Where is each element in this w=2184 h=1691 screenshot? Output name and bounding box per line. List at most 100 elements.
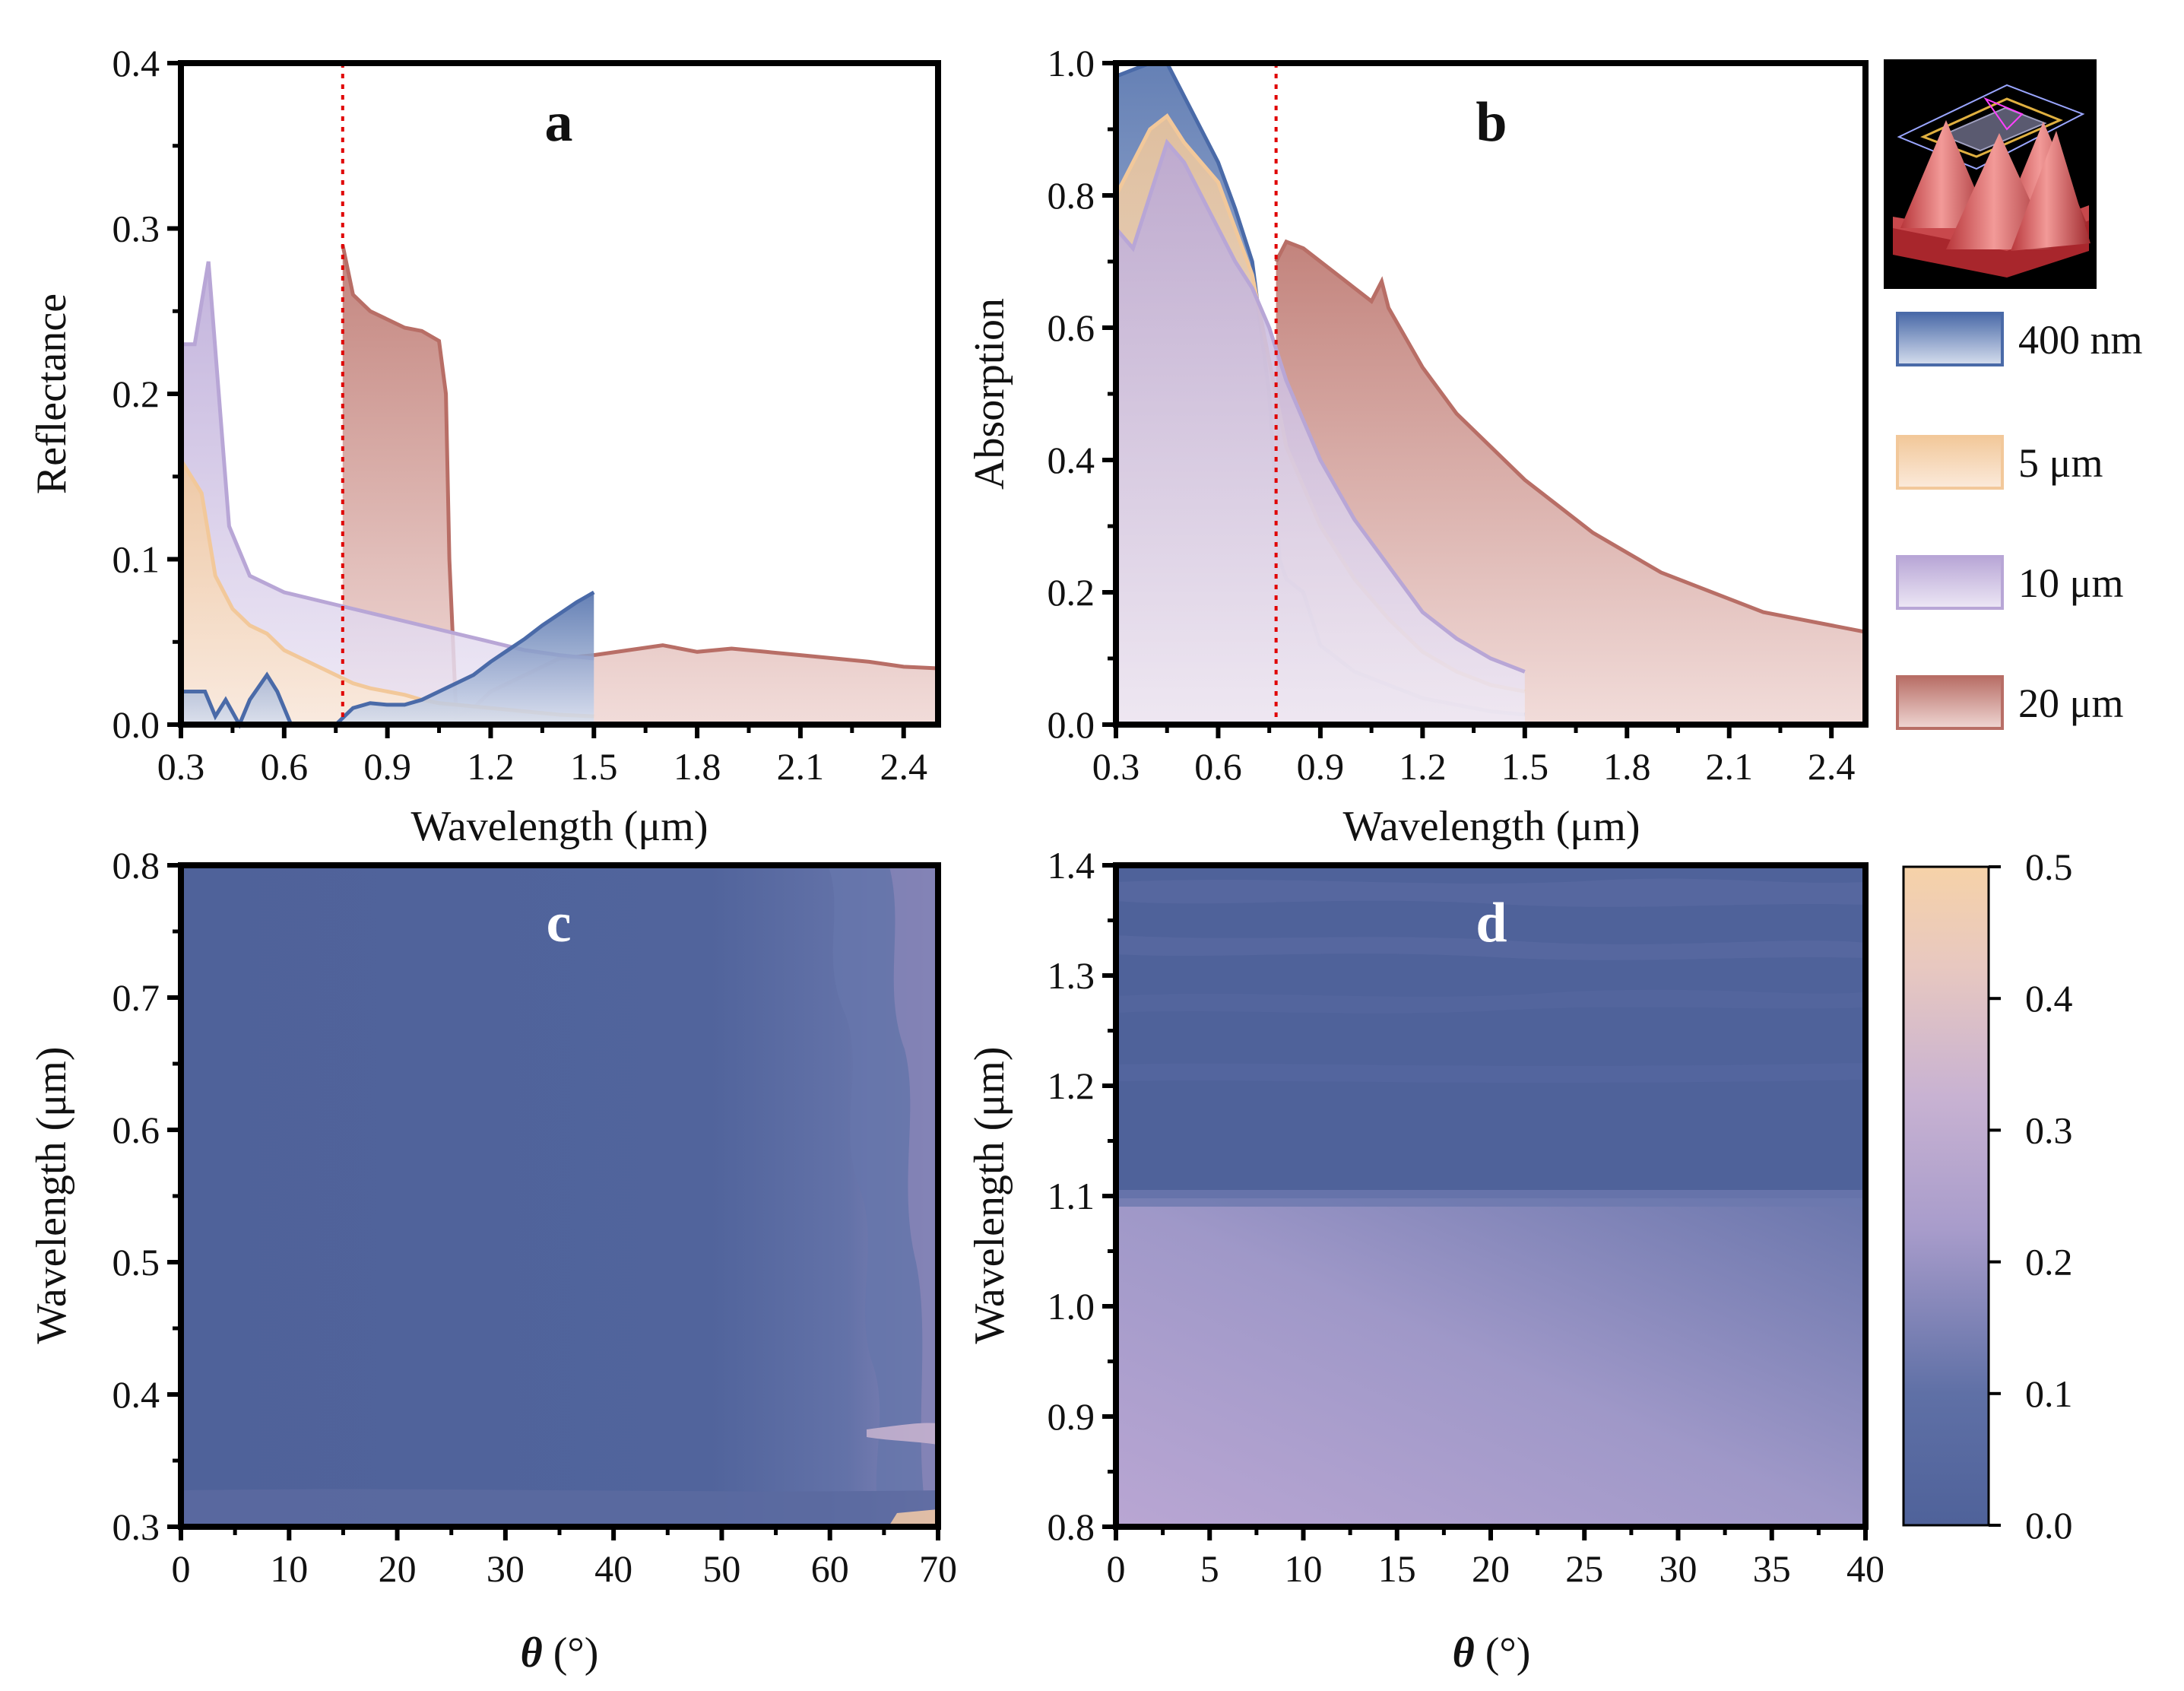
panel-d-theta-unit: (°) [1475, 1629, 1531, 1677]
panel-c-x-tick-label: 70 [919, 1547, 957, 1590]
panel-d-heatmap-lower [1116, 1198, 1865, 1527]
panel-d-heatmap-upper [1116, 865, 1865, 1198]
panel-d-y-tick-label: 1.0 [1048, 1285, 1095, 1328]
panel-c-theta-symbol: θ [521, 1629, 543, 1677]
colorbar-tick-label: 0.2 [2025, 1241, 2073, 1283]
panel-a-area-5um [181, 460, 594, 725]
panel-a-x-tick-label: 0.6 [261, 745, 309, 788]
panel-d-x-tick-label: 40 [1846, 1547, 1884, 1590]
panel-a-ticks: 0.3 0.6 0.9 1.2 1.5 1.8 2.1 2.4 0.0 0.1 0.2 0.3 0.4 [113, 42, 927, 788]
panel-c-y-tick-label: 0.4 [113, 1373, 160, 1416]
panel-d-y-tick-label: 1.1 [1048, 1175, 1095, 1217]
panel-d-y-tick-label: 1.2 [1048, 1064, 1095, 1107]
panel-b-ticks: 0.3 0.6 0.9 1.2 1.5 1.8 2.1 2.4 0.0 0.2 0.4 0.6 0.8 1… [1048, 42, 1856, 788]
panel-d-x-tick-label: 10 [1285, 1547, 1323, 1590]
panel-d-x-axis-title: θ (°) [1453, 1629, 1531, 1677]
panel-a-y-tick-label: 0.3 [113, 208, 160, 250]
panel-b-line-10um [1114, 138, 1526, 674]
legend-swatch-20um [1896, 675, 2004, 730]
colorbar-ticks: 0.0 0.1 0.2 0.3 0.4 0.5 [1989, 846, 2073, 1547]
panel-d-theta-symbol: θ [1453, 1629, 1475, 1677]
panel-c-heatmap: 0 10 20 30 40 50 60 70 0.3 0.4 0.5 0.6 0.7 0.8 c θ (°… [28, 844, 957, 1677]
panel-c-heatmap-features [181, 867, 938, 1525]
panel-c-x-tick-label: 40 [594, 1547, 632, 1590]
colorbar-tick-label: 0.4 [2025, 977, 2073, 1020]
panel-c-x-tick-label: 50 [702, 1547, 740, 1590]
panel-a-x-tick-label: 1.5 [570, 745, 618, 788]
panel-b-letter: b [1476, 91, 1507, 154]
panel-b-area-20um [1276, 241, 1865, 725]
panel-c-x-tick-label: 10 [270, 1547, 308, 1590]
panel-b-y-tick-label: 0.8 [1048, 174, 1095, 217]
panel-b-series-layer [1114, 61, 1866, 725]
panel-a-y-tick-label: 0.4 [113, 42, 160, 84]
colorbar-tick-label: 0.0 [2025, 1504, 2073, 1547]
legend-item-400nm: 400 nm [1896, 312, 2143, 366]
panel-c-x-tick-label: 60 [811, 1547, 849, 1590]
panel-a-y-tick-label: 0.0 [113, 703, 160, 746]
panel-d-x-tick-label: 30 [1659, 1547, 1697, 1590]
panel-a-line-400nm [181, 590, 595, 729]
colorbar-tick-label: 0.1 [2025, 1372, 2073, 1415]
panel-c-ticks: 0 10 20 30 40 50 60 70 0.3 0.4 0.5 0.6 0.7 0.8 [113, 844, 958, 1590]
panel-c-theta-unit: (°) [543, 1629, 599, 1677]
colorbar-tick-label: 0.5 [2025, 846, 2073, 888]
panel-d-upper-bands [1116, 878, 1865, 1083]
panel-d-y-tick-label: 0.8 [1048, 1505, 1095, 1548]
legend-item-5um: 5 μm [1896, 435, 2103, 490]
panel-a-area-400nm [181, 592, 594, 725]
panel-c-y-tick-label: 0.7 [113, 976, 160, 1019]
panel-b-x-tick-label: 0.6 [1194, 745, 1242, 788]
panel-d-x-tick-label: 35 [1753, 1547, 1791, 1590]
panel-d-y-tick-label: 1.4 [1048, 844, 1095, 887]
panel-c-x-tick-label: 0 [172, 1547, 191, 1590]
panel-b-y-tick-label: 0.6 [1048, 306, 1095, 349]
legend-label-20um: 20 μm [2018, 681, 2123, 726]
panel-a-x-tick-label: 2.1 [777, 745, 825, 788]
legend-label-10um: 10 μm [2018, 560, 2123, 606]
panel-d-x-tick-label: 20 [1472, 1547, 1510, 1590]
panel-d-y-axis-title: Wavelength (μm) [966, 1047, 1013, 1344]
panel-b-y-axis-title: Absorption [966, 298, 1013, 490]
legend-swatch-5um [1896, 435, 2004, 490]
colorbar: 0.0 0.1 0.2 0.3 0.4 0.5 [1902, 846, 2073, 1547]
panel-a-reflectance-chart: 0.3 0.6 0.9 1.2 1.5 1.8 2.1 2.40.00.10.20.30.4 … [28, 42, 941, 850]
panel-a-y-axis-title: Reflectance [28, 293, 75, 494]
panel-a-y-tick-label: 0.2 [113, 373, 160, 415]
panel-d-x-tick-label: 15 [1378, 1547, 1416, 1590]
panel-d-ticks: 0 5 10 15 20 25 30 35 40 0.8 0.9 1.0 1.1 1.2 1.3 1.4 [1048, 844, 1885, 1590]
panel-d-y-tick-label: 0.9 [1048, 1395, 1095, 1438]
panel-a-letter: a [545, 91, 573, 154]
colorbar-gradient [1902, 865, 1990, 1527]
panel-d-x-tick-label: 5 [1200, 1547, 1219, 1590]
panel-d-x-tick-label: 25 [1565, 1547, 1603, 1590]
panel-b-line-20um [1274, 239, 1866, 634]
panel-b-x-tick-label: 2.1 [1705, 745, 1753, 788]
panel-b-x-axis-title: Wavelength (μm) [1343, 803, 1640, 850]
panel-d-x-tick-label: 0 [1107, 1547, 1126, 1590]
panel-c-y-tick-label: 0.5 [113, 1241, 160, 1283]
panel-d-transition [1116, 1190, 1865, 1207]
panel-a-x-tick-label: 0.3 [157, 745, 205, 788]
panel-c-y-tick-label: 0.3 [113, 1505, 160, 1548]
legend: 400 nm 5 μm 10 μm 20 μm [1896, 312, 2143, 730]
panel-c-y-tick-label: 0.6 [113, 1109, 160, 1151]
panel-c-x-tick-label: 30 [487, 1547, 525, 1590]
cone-structure-inset-image [1884, 59, 2097, 289]
panel-c-y-tick-label: 0.8 [113, 844, 160, 887]
legend-swatch-400nm [1896, 312, 2004, 366]
panel-c-letter: c [547, 892, 572, 954]
legend-label-400nm: 400 nm [2018, 317, 2143, 363]
panel-b-x-tick-label: 2.4 [1808, 745, 1856, 788]
panel-d-y-tick-label: 1.3 [1048, 954, 1095, 997]
panel-b-x-tick-label: 0.3 [1092, 745, 1140, 788]
legend-swatch-10um [1896, 555, 2004, 610]
panel-c-y-axis-title: Wavelength (μm) [28, 1047, 75, 1344]
panel-d-letter: d [1476, 892, 1507, 954]
panel-a-y-tick-label: 0.1 [113, 538, 160, 581]
panel-b-y-tick-label: 0.0 [1048, 703, 1095, 746]
panel-a-area-10um [181, 262, 594, 725]
panel-b-x-tick-label: 1.2 [1399, 745, 1447, 788]
panel-c-x-axis-title: θ (°) [521, 1629, 599, 1677]
